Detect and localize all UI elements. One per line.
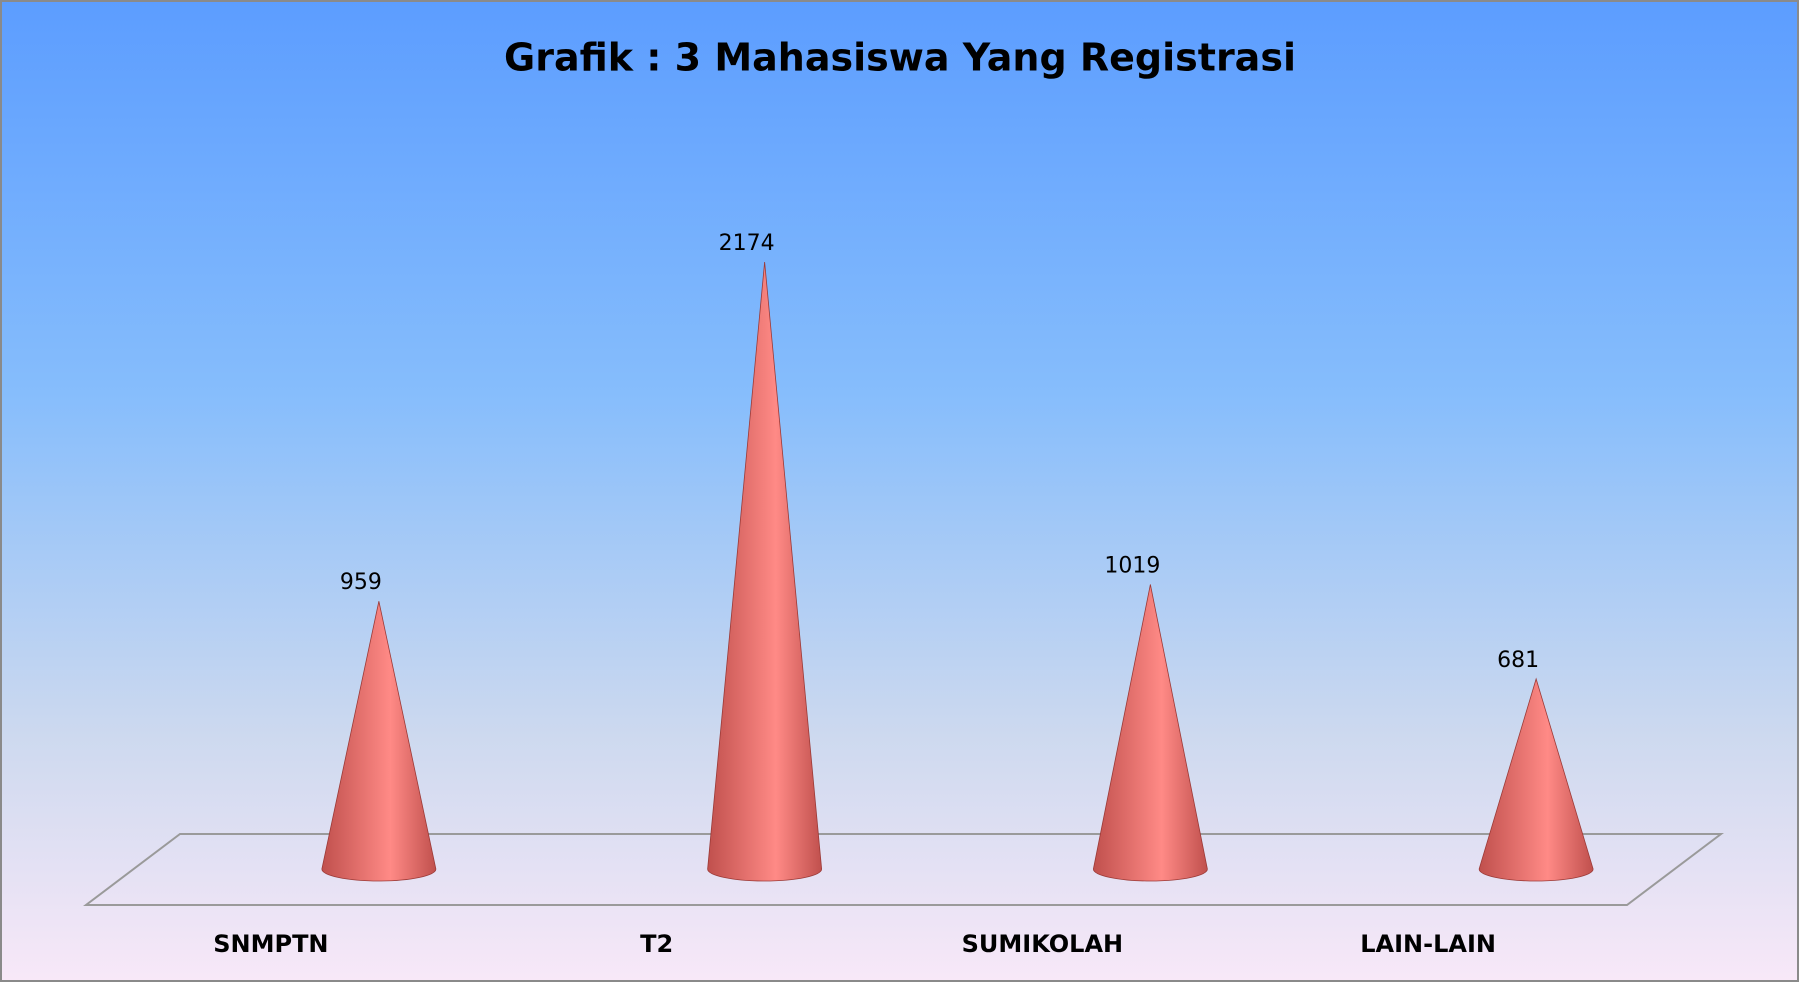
x-tick-label: T2 — [640, 930, 673, 958]
cone — [1092, 584, 1208, 882]
value-label: 2174 — [719, 231, 775, 256]
cone — [1478, 677, 1594, 882]
cone — [321, 601, 437, 882]
value-label: 681 — [1497, 648, 1539, 673]
x-tick-label: LAIN-LAIN — [1360, 930, 1496, 958]
floor — [83, 833, 1724, 906]
x-tick-label: SNMPTN — [213, 930, 328, 958]
value-label: 1019 — [1104, 553, 1160, 578]
x-tick-label: SUMIKOLAH — [962, 930, 1123, 958]
chart-title: Grafik : 3 Mahasiswa Yang Registrasi — [504, 36, 1296, 80]
cone — [707, 261, 823, 882]
value-label: 959 — [340, 570, 382, 595]
